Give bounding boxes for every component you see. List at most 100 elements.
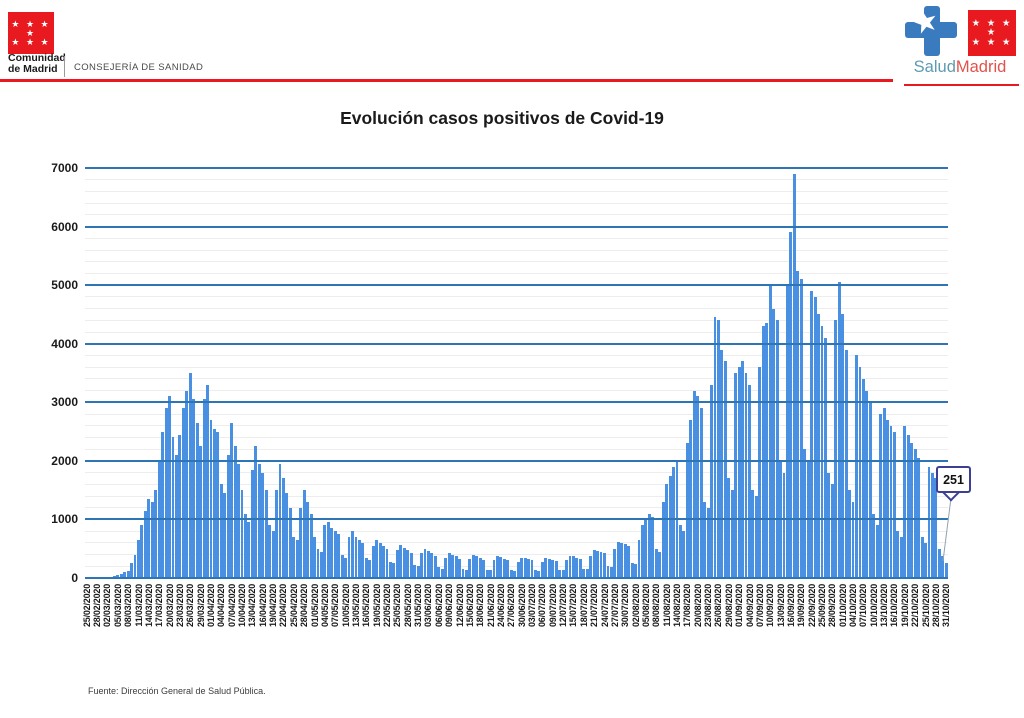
bar <box>868 402 872 578</box>
bar <box>823 337 827 578</box>
bar <box>644 519 648 578</box>
bar <box>250 469 254 578</box>
bar <box>582 568 586 578</box>
bar <box>257 463 261 578</box>
bar <box>924 542 927 578</box>
bar <box>575 557 579 578</box>
x-axis-tick-label: 16/09/2020 <box>785 584 796 628</box>
bar <box>682 531 686 578</box>
bar <box>930 472 934 578</box>
bar <box>285 493 289 578</box>
x-axis-tick-label: 11/03/2020 <box>133 584 144 627</box>
bar <box>623 544 627 578</box>
bar <box>544 558 548 578</box>
x-axis-tick-label: 11/08/2020 <box>661 584 672 627</box>
bar <box>240 490 244 578</box>
gridline-minor <box>85 425 948 427</box>
gridline-minor <box>85 296 948 298</box>
bar <box>661 501 665 578</box>
bar <box>861 378 865 578</box>
bar <box>768 285 772 578</box>
bar <box>119 573 123 578</box>
bar <box>561 570 565 578</box>
bar <box>585 569 589 578</box>
bar <box>886 419 889 578</box>
bar <box>651 516 655 578</box>
bar <box>413 565 417 578</box>
bar <box>433 555 437 578</box>
bar <box>772 308 776 578</box>
gridline-minor <box>85 554 948 556</box>
bar <box>813 296 817 578</box>
bar <box>295 539 299 578</box>
bar <box>226 455 230 578</box>
bar <box>175 455 178 578</box>
x-axis-tick-label: 23/08/2020 <box>703 584 714 628</box>
x-axis-tick-label: 15/07/2020 <box>568 584 579 628</box>
x-axis-tick-label: 24/06/2020 <box>495 584 506 628</box>
gridline-minor <box>85 237 948 239</box>
bar <box>254 446 258 578</box>
bar <box>509 570 513 578</box>
salud-flag-icon: ★ ★ ★ ★ ★ ★ ★ <box>968 10 1016 56</box>
bar <box>720 349 724 578</box>
bar <box>654 548 658 578</box>
x-axis-tick-label: 09/06/2020 <box>444 584 455 628</box>
x-axis-tick-label: 17/08/2020 <box>682 584 693 628</box>
bar <box>571 556 575 578</box>
bar <box>261 472 265 578</box>
bar <box>851 501 855 578</box>
gridline-major <box>85 459 948 462</box>
bar <box>672 466 675 578</box>
bar <box>375 539 379 578</box>
bar <box>817 314 820 578</box>
x-axis-tick-label: 25/02/2020 <box>81 584 92 628</box>
x-axis-tick-label: 10/04/2020 <box>237 584 248 628</box>
y-axis-tick-label: 1000 <box>51 512 78 527</box>
annotation-callout: 251 <box>936 466 971 493</box>
bar <box>471 554 475 578</box>
gridline-major <box>85 167 948 169</box>
bar <box>216 431 220 578</box>
bar <box>237 463 241 578</box>
bar <box>917 457 921 578</box>
bar <box>547 558 551 578</box>
gridline-minor <box>85 483 948 485</box>
bar <box>520 557 524 578</box>
brand-salud: Salud <box>913 58 956 76</box>
bar <box>713 317 717 578</box>
x-axis-tick-label: 29/03/2020 <box>195 584 206 628</box>
x-axis-tick-label: 28/10/2020 <box>930 584 941 628</box>
bar <box>641 525 644 578</box>
x-axis-tick-label: 22/05/2020 <box>382 584 393 628</box>
x-axis-tick-label: 30/07/2020 <box>620 584 631 628</box>
x-axis-tick-label: 24/07/2020 <box>599 584 610 628</box>
bar <box>685 443 689 578</box>
bar <box>786 285 789 578</box>
x-axis-tick-label: 31/05/2020 <box>413 584 424 628</box>
bar <box>364 557 368 578</box>
bar <box>168 396 171 578</box>
x-axis-tick-label: 28/05/2020 <box>402 584 413 628</box>
flag-stars-top: ★ ★ ★ ★ <box>11 18 51 38</box>
bar <box>337 534 341 578</box>
bar <box>668 475 672 578</box>
bar <box>171 437 175 578</box>
bar <box>385 548 389 578</box>
bar <box>489 570 493 578</box>
bar <box>316 548 320 578</box>
bar <box>592 550 596 578</box>
header-rule-left <box>0 79 893 82</box>
bar <box>423 548 427 578</box>
bar <box>368 560 372 578</box>
bar <box>478 557 482 578</box>
bar <box>406 549 410 578</box>
salud-brand-text: SaludMadrid <box>900 58 1020 77</box>
gridline-minor <box>85 507 948 509</box>
bar <box>741 361 745 578</box>
bar <box>326 522 330 578</box>
bar <box>468 559 472 578</box>
x-axis-tick-label: 13/04/2020 <box>247 584 258 628</box>
bar <box>875 525 879 578</box>
x-axis-tick-label: 07/04/2020 <box>226 584 237 628</box>
